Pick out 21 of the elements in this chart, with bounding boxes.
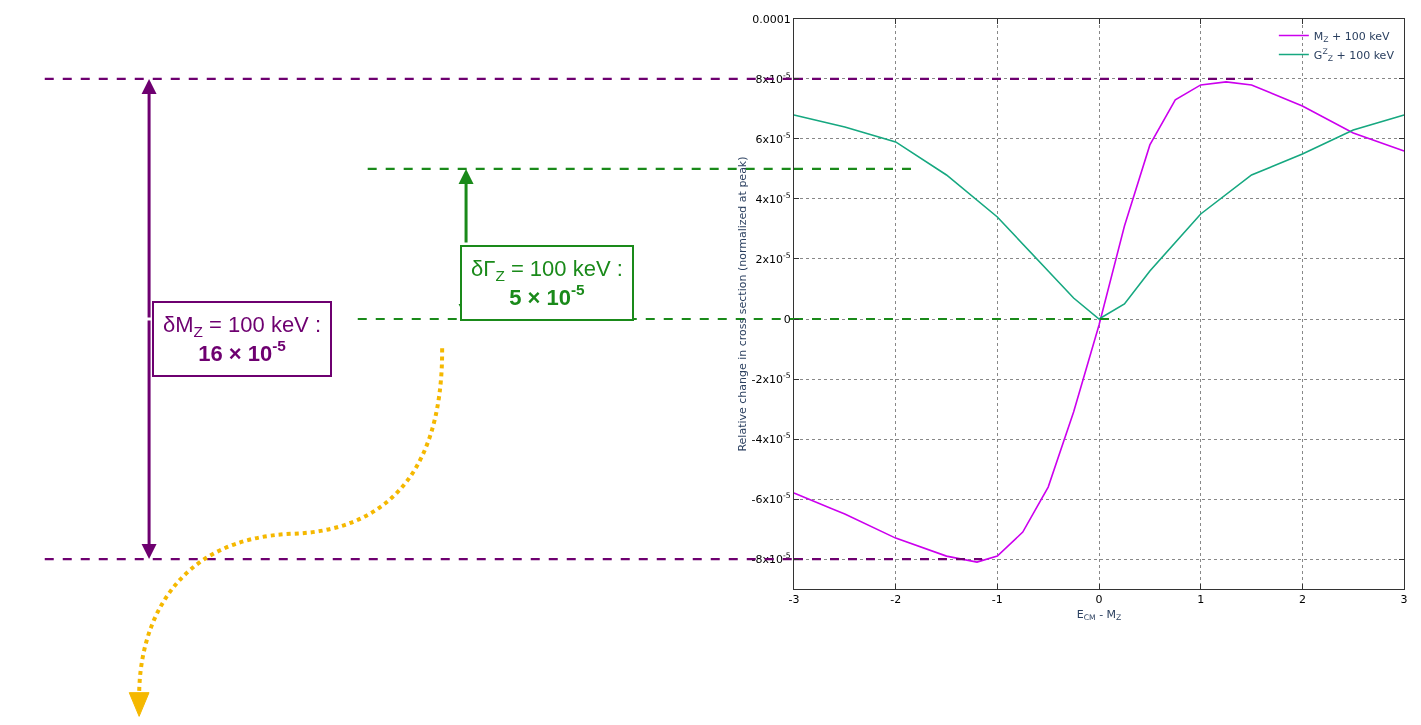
- y-tick-label: 4x10$^{-5}$: [755, 191, 791, 206]
- text: δΓ$_{Z}$ = 100 keV : 5 × 10$^{-5}$: [471, 256, 623, 310]
- y-axis-title: Relative change in cross section (normalized at peak): [736, 156, 750, 452]
- y-tick-label: -6x10$^{-5}$: [751, 491, 791, 506]
- legend-label: G$^{Z}$$_{Z}$ + 100 keV: [1313, 47, 1395, 64]
- x-tick-label: 1: [1197, 593, 1205, 607]
- x-tick-label: 3: [1400, 593, 1408, 607]
- x-tick-label: -1: [991, 593, 1003, 607]
- x-tick-label: 0: [1095, 593, 1103, 607]
- y-tick-label: 0: [783, 312, 791, 326]
- y-tick-label: 2x10$^{-5}$: [755, 251, 791, 266]
- legend-label: M$_{Z}$ + 100 keV: [1313, 29, 1391, 45]
- x-tick-label: 2: [1298, 593, 1306, 607]
- y-tick-label: -4x10$^{-5}$: [751, 431, 791, 446]
- y-tick-label: 6x10$^{-5}$: [755, 131, 791, 146]
- y-tick-label: -2x10$^{-5}$: [751, 371, 791, 386]
- x-axis-title: E$_{CM}$ - M$_{Z}$: [1076, 607, 1122, 622]
- x-tick-label: -3: [788, 593, 800, 607]
- y-tick-label: 0.0001: [752, 12, 791, 26]
- x-tick-label: -2: [890, 593, 902, 607]
- text: δM$_{Z}$ = 100 keV : 16 × 10$^{-5}$: [163, 312, 322, 366]
